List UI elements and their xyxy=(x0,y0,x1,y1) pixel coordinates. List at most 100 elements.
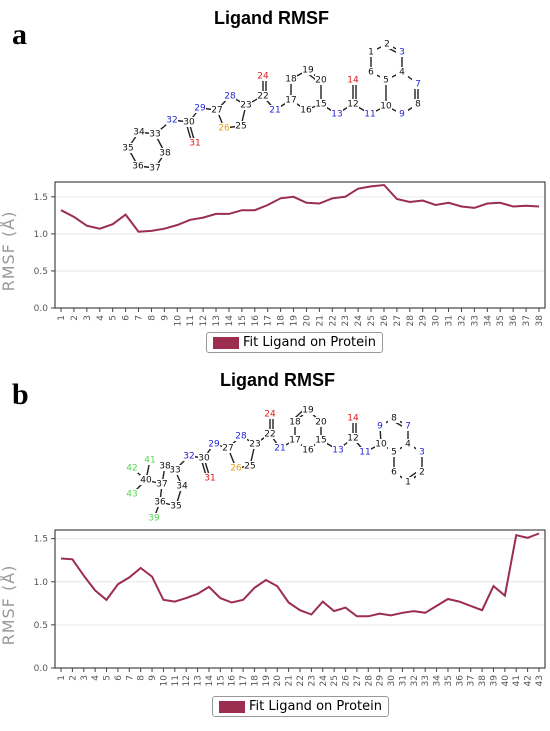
chart-1-xtick-label: 41 xyxy=(512,675,522,686)
ligand-b-atom-bg xyxy=(416,447,428,457)
legend-b-swatch xyxy=(219,700,245,713)
ligand-b-atom-bg xyxy=(208,439,220,449)
ligand-b-atom-label: 42 xyxy=(126,464,137,474)
chart-0-xtick-label: 5 xyxy=(109,315,119,321)
ligand-a-atom-bg xyxy=(347,75,359,85)
ligand-a-structure-diagram: 1234567891011121314151617181920212223242… xyxy=(122,39,424,174)
ligand-b-atom-label: 38 xyxy=(159,462,171,472)
chart-1-ytick-label: 1.0 xyxy=(34,578,49,588)
chart-1-xtick-label: 32 xyxy=(410,675,420,686)
ligand-a-atom-label: 26 xyxy=(218,124,230,134)
ligand-b-atom-label: 23 xyxy=(249,440,260,450)
ligand-b-atom-label: 9 xyxy=(377,422,383,432)
ligand-a-atom-label: 6 xyxy=(368,68,374,78)
ligand-a-atom-label: 20 xyxy=(315,76,327,86)
chart-0-xtick-label: 6 xyxy=(122,315,132,321)
ligand-b-atom-label: 32 xyxy=(183,452,194,462)
ligand-b-atom-bg xyxy=(264,429,276,439)
chart-1-xtick-label: 11 xyxy=(171,675,181,686)
legend-a-label: Fit Ligand on Protein xyxy=(243,335,376,350)
ligand-a-atom-bg xyxy=(183,117,195,127)
ligand-b-atom-bg xyxy=(359,447,371,457)
chart-0-xtick-label: 22 xyxy=(328,315,338,326)
ligand-b-atom-label: 29 xyxy=(208,440,220,450)
ligand-b-atom-bg xyxy=(126,463,138,473)
ligand-a-atom-label: 33 xyxy=(149,130,160,140)
ligand-b-atom-label: 33 xyxy=(169,466,180,476)
ligand-a-atom-label: 11 xyxy=(364,110,375,120)
chart-0-xtick-label: 11 xyxy=(186,315,196,326)
chart-1-xtick-label: 5 xyxy=(103,675,113,681)
ligand-b-atom-bg xyxy=(170,501,182,511)
ligand-b-atom-bg xyxy=(235,431,247,441)
ligand-b-atom-label: 26 xyxy=(230,464,242,474)
ligand-b-atom-label: 41 xyxy=(144,456,155,466)
ligand-b-atom-bg xyxy=(144,455,156,465)
chart-0-xtick-label: 28 xyxy=(406,315,416,327)
ligand-a-atom-label: 35 xyxy=(122,144,133,154)
ligand-a-atom-bg xyxy=(257,71,269,81)
ligand-b-atom-label: 28 xyxy=(235,432,247,442)
ligand-a-atom-label: 23 xyxy=(240,101,251,111)
rmsf-chart-a: 0.00.51.01.51 2 3 4 5 6 7 8 9 10 11 12 13 14 15 16 17 18 1… xyxy=(0,181,546,327)
chart-0-xtick-label: 38 xyxy=(535,315,545,327)
ligand-a-atom-bg xyxy=(347,99,359,109)
ligand-b-atom-label: 18 xyxy=(289,418,301,428)
chart-0-xtick-label: 14 xyxy=(225,315,235,327)
ligand-b-atom-bg xyxy=(402,439,414,449)
ligand-b-atom-bg xyxy=(244,461,256,471)
ligand-b-atom-bg xyxy=(159,461,171,471)
chart-0-xtick-label: 34 xyxy=(483,315,493,327)
chart-1-xtick-label: 2 xyxy=(68,675,78,681)
ligand-a-atom-bg xyxy=(285,95,297,105)
panel-b-letter: b xyxy=(12,378,29,411)
ligand-b-structure-diagram: 1234567891011121314151617181920212223242… xyxy=(126,405,428,524)
ligand-a-atom-bg xyxy=(218,123,230,133)
chart-1-xtick-label: 16 xyxy=(228,675,238,687)
chart-1-xtick-label: 28 xyxy=(364,675,374,687)
chart-0-xtick-label: 36 xyxy=(509,315,519,327)
ligand-a-atom-bg xyxy=(189,138,201,148)
chart-1-xtick-label: 39 xyxy=(489,675,499,687)
ligand-b-atom-bg xyxy=(315,435,327,445)
ligand-b-atom-label: 31 xyxy=(204,474,215,484)
chart-0-xtick-label: 19 xyxy=(290,315,300,327)
chart-1-xtick-label: 14 xyxy=(205,675,215,687)
chart-1-xtick-label: 12 xyxy=(182,675,192,686)
ligand-b-atom-label: 27 xyxy=(222,444,233,454)
ligand-a-atom-bg xyxy=(240,100,252,110)
ligand-a-atom-bg xyxy=(211,105,223,115)
chart-0-ytick-label: 0.0 xyxy=(34,304,49,314)
ligand-a-atom-bg xyxy=(396,47,408,57)
ligand-a-atom-label: 3 xyxy=(399,48,405,58)
chart-0-xtick-label: 30 xyxy=(432,315,442,327)
chart-1-xtick-label: 38 xyxy=(478,675,488,687)
chart-1-xtick-label: 13 xyxy=(194,675,204,686)
chart-1-ytick-label: 0.0 xyxy=(34,664,49,674)
ligand-a-atom-label: 31 xyxy=(189,139,200,149)
ligand-b-atom-label: 43 xyxy=(126,490,137,500)
chart-1-ylabel: RMSF (Å) xyxy=(0,565,18,646)
ligand-a-atom-label: 36 xyxy=(132,162,144,172)
ligand-b-atom-bg xyxy=(289,417,301,427)
ligand-a-atom-bg xyxy=(300,105,312,115)
legend-b: Fit Ligand on Protein xyxy=(212,696,389,717)
legend-b-label: Fit Ligand on Protein xyxy=(249,699,382,714)
ligand-b-atom-label: 8 xyxy=(391,414,397,424)
chart-0-xtick-label: 16 xyxy=(251,315,261,327)
chart-0-xtick-label: 32 xyxy=(457,315,467,326)
chart-1-xtick-label: 27 xyxy=(353,675,363,686)
chart-1-xtick-label: 21 xyxy=(285,675,295,686)
chart-0-xtick-label: 27 xyxy=(393,315,403,326)
chart-0-xtick-label: 2 xyxy=(70,315,80,321)
chart-0-xtick-label: 7 xyxy=(135,315,145,321)
ligand-a-atom-label: 30 xyxy=(183,118,195,128)
ligand-a-atom-label: 4 xyxy=(399,68,405,78)
ligand-a-atom-label: 8 xyxy=(415,100,421,110)
chart-1-xtick-label: 10 xyxy=(159,675,169,687)
ligand-a-atom-bg xyxy=(396,109,408,119)
chart-1-xtick-label: 40 xyxy=(501,675,511,687)
rmsf-chart-b: 0.00.51.01.51 2 3 4 5 6 7 8 9 10 11 12 13 14 15 16 17 18 1… xyxy=(0,529,546,687)
chart-0-xtick-label: 24 xyxy=(354,315,364,327)
chart-1-xtick-label: 8 xyxy=(137,675,147,681)
